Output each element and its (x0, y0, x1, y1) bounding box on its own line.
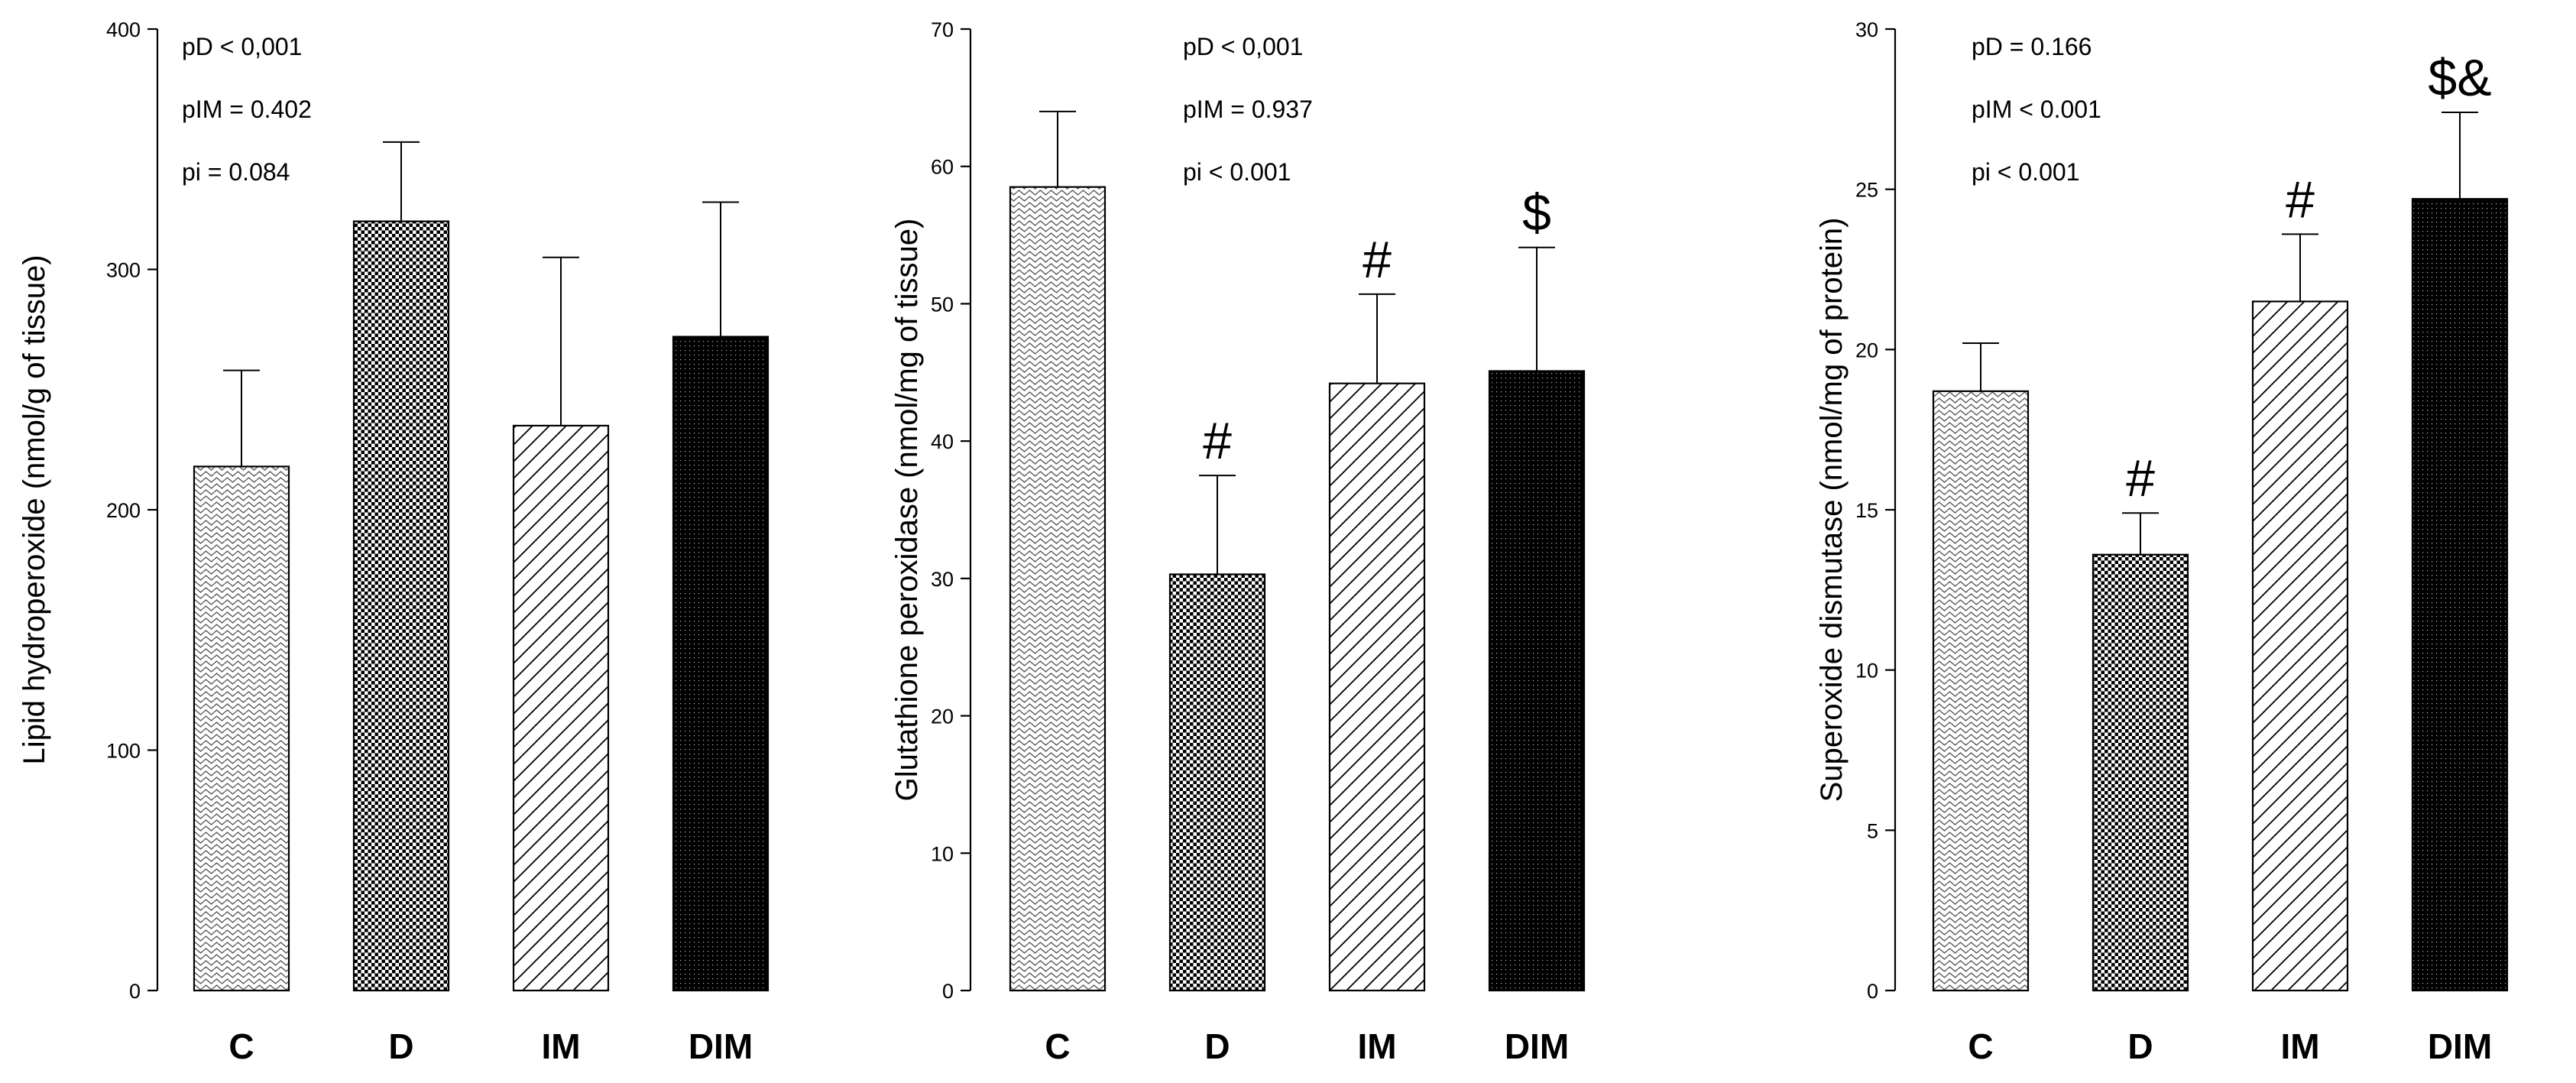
y-tick-label: 200 (106, 499, 141, 522)
y-tick-label: 60 (931, 156, 954, 179)
bar-im (2251, 300, 2349, 992)
y-tick-label: 100 (106, 740, 141, 763)
bar-dim (672, 336, 770, 992)
y-tick-label: 10 (931, 842, 954, 865)
p-value-annotation: pi < 0.001 (1972, 158, 2079, 186)
y-tick-label: 20 (1855, 339, 1878, 362)
significance-marker: # (2286, 170, 2315, 229)
y-tick-label: 0 (129, 980, 141, 1003)
bar-c (1009, 186, 1107, 992)
bar-im (512, 424, 610, 992)
p-value-annotation: pD = 0.166 (1972, 33, 2092, 60)
y-tick-label: 0 (942, 980, 954, 1003)
p-value-annotation: pi < 0.001 (1183, 158, 1291, 186)
x-category-label: C (228, 1026, 254, 1066)
y-tick-label: 70 (931, 18, 954, 41)
p-value-annotation: pi = 0.084 (182, 158, 290, 186)
y-tick-label: 25 (1855, 179, 1878, 202)
chart-panel-2: 0 10 20 30 40 50 60 70 Glutathione peroxidase (n… (890, 18, 1586, 1066)
y-tick-label: 50 (931, 293, 954, 316)
chart-panel-3: 0 5 10 15 20 25 30 Superoxide dismutase (nmol/m… (1815, 18, 2509, 1066)
significance-marker: # (1203, 412, 1232, 470)
significance-marker: # (1363, 231, 1392, 289)
x-category-label: DIM (1505, 1026, 1569, 1066)
bar-c (193, 465, 290, 992)
x-category-label: D (2127, 1026, 2153, 1066)
p-value-annotation: pD < 0,001 (182, 33, 302, 60)
p-value-annotation: pIM = 0.402 (182, 96, 312, 123)
y-tick-label: 30 (931, 568, 954, 591)
x-category-label: DIM (689, 1026, 753, 1066)
x-category-label: IM (1357, 1026, 1396, 1066)
x-category-label: IM (2280, 1026, 2319, 1066)
y-tick-label: 20 (931, 705, 954, 728)
y-axis-title: Superoxide dismutase (nmol/mg of protein… (1815, 218, 1849, 803)
significance-marker: # (2126, 449, 2155, 507)
bar-d (1168, 573, 1266, 992)
y-tick-label: 15 (1855, 499, 1878, 522)
y-axis-title: Lipid hydroperoxide (nmol/g of tissue) (18, 255, 51, 764)
x-category-label: DIM (2428, 1026, 2492, 1066)
x-category-label: C (1045, 1026, 1070, 1066)
y-tick-label: 300 (106, 259, 141, 282)
y-tick-label: 30 (1855, 18, 1878, 41)
y-tick-label: 5 (1867, 819, 1878, 842)
x-category-label: D (388, 1026, 413, 1066)
p-value-annotation: pIM = 0.937 (1183, 96, 1313, 123)
p-value-annotation: pIM < 0.001 (1972, 96, 2101, 123)
chart-panel-1: 0 100 200 300 400 Lipid hydroperoxide (nmol/g… (18, 18, 770, 1066)
x-category-label: C (1968, 1026, 1993, 1066)
y-tick-label: 40 (931, 430, 954, 453)
bar-c (1932, 390, 2030, 992)
bar-dim (2411, 198, 2509, 992)
bar-d (2092, 553, 2189, 992)
y-tick-label: 0 (1867, 980, 1878, 1003)
bar-d (352, 220, 450, 992)
bar-dim (1488, 370, 1586, 992)
bar-im (1328, 382, 1426, 992)
x-category-label: D (1204, 1026, 1230, 1066)
x-category-label: IM (541, 1026, 580, 1066)
significance-marker: $ (1522, 184, 1551, 242)
significance-marker: $& (2428, 49, 2491, 107)
y-axis-title: Glutathione peroxidase (nmol/mg of tissu… (890, 219, 924, 802)
y-tick-label: 10 (1855, 660, 1878, 683)
p-value-annotation: pD < 0,001 (1183, 33, 1303, 60)
y-tick-label: 400 (106, 18, 141, 41)
